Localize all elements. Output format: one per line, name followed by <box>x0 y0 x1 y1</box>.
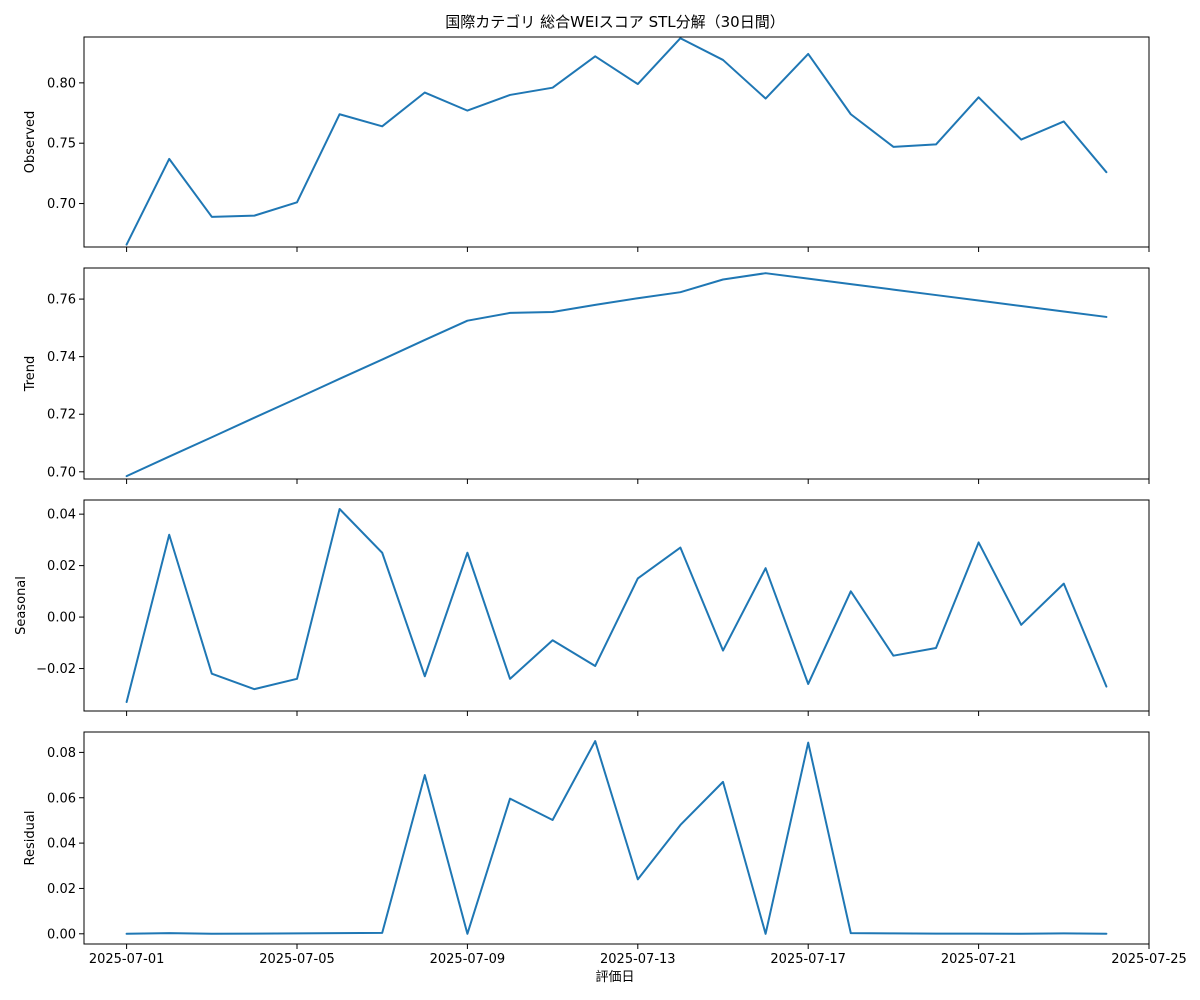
plot-frame <box>83 267 1150 480</box>
y-tick-label: 0.00 <box>47 611 76 626</box>
y-axis-title-observed: Observed <box>23 111 38 174</box>
plot-frame <box>83 731 1150 945</box>
series-line-observed <box>125 37 1108 246</box>
series-line-seasonal <box>125 508 1108 703</box>
plot-frame <box>83 36 1150 248</box>
y-tick-label: 0.74 <box>47 350 76 365</box>
y-tick-label: 0.02 <box>47 882 76 897</box>
x-tick-label: 2025-07-13 <box>600 952 676 967</box>
panels-layer: 0.70 0.75 0.80 Observed 0.70 0.72 0.74 0.76 Tren… <box>14 36 1187 967</box>
chart-title: 国際カテゴリ 総合WEIスコア STL分解（30日間） <box>445 13 784 31</box>
y-tick-label: −0.02 <box>36 662 76 677</box>
y-tick-label: 0.08 <box>47 746 76 761</box>
y-tick-label: 0.75 <box>47 137 76 152</box>
y-tick-label: 0.06 <box>47 791 76 806</box>
x-tick-label: 2025-07-17 <box>770 952 846 967</box>
panel-seasonal: −0.02 0.00 0.02 0.04 Seasonal <box>14 499 1150 716</box>
x-tick-label: 2025-07-25 <box>1111 952 1187 967</box>
panel-observed: 0.70 0.75 0.80 Observed <box>23 36 1150 252</box>
y-tick-label: 0.04 <box>47 508 76 523</box>
panel-trend: 0.70 0.72 0.74 0.76 Trend <box>23 267 1150 484</box>
plot-frame <box>83 499 1150 712</box>
series-line-trend <box>125 272 1108 478</box>
y-tick-label: 0.72 <box>47 408 76 423</box>
y-tick-label: 0.02 <box>47 559 76 574</box>
x-axis-title: 評価日 <box>595 970 634 985</box>
y-tick-label: 0.00 <box>47 927 76 942</box>
x-tick-label: 2025-07-05 <box>259 952 335 967</box>
y-tick-label: 0.70 <box>47 197 76 212</box>
y-axis-title-residual: Residual <box>23 811 38 866</box>
x-tick-label: 2025-07-21 <box>941 952 1017 967</box>
y-axis-title-trend: Trend <box>23 356 38 393</box>
panel-residual: 0.00 0.02 0.04 0.06 0.08 2025-07-01 2025-07-05… <box>23 731 1187 967</box>
y-tick-label: 0.04 <box>47 837 76 852</box>
y-tick-label: 0.70 <box>47 465 76 480</box>
y-tick-label: 0.76 <box>47 293 76 308</box>
y-tick-label: 0.80 <box>47 76 76 91</box>
x-tick-label: 2025-07-09 <box>430 952 506 967</box>
series-line-residual <box>125 740 1108 935</box>
y-axis-title-seasonal: Seasonal <box>14 576 29 635</box>
x-tick-label: 2025-07-01 <box>89 952 165 967</box>
